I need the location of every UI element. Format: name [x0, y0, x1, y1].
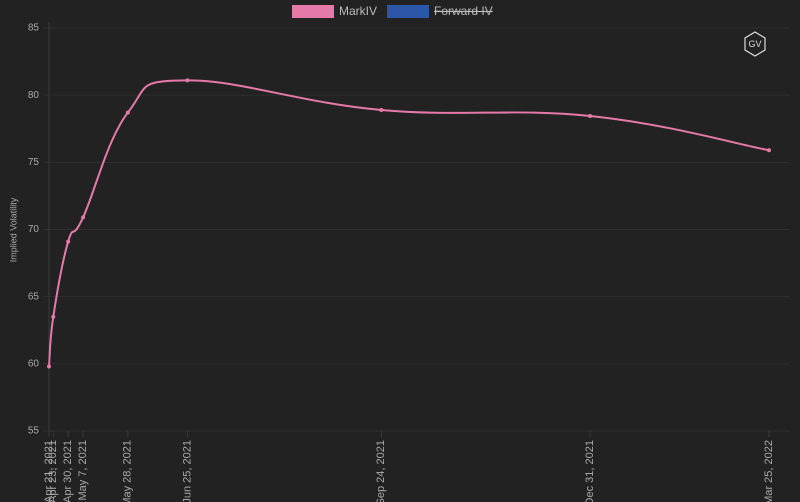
legend-item: MarkIV — [292, 4, 377, 18]
data-point — [767, 148, 771, 153]
data-point — [66, 239, 71, 244]
legend-item: Forward IV — [387, 4, 493, 18]
x-tick-label: Apr 23, 2021 — [47, 440, 59, 502]
data-point — [47, 364, 51, 369]
x-tick-label: May 28, 2021 — [122, 440, 134, 502]
y-tick-label: 80 — [28, 90, 40, 101]
data-point — [125, 110, 130, 115]
x-tick-label: Jun 25, 2021 — [181, 440, 193, 502]
logo: GV — [744, 31, 766, 57]
y-tick-label: 60 — [28, 358, 40, 369]
legend-swatch — [387, 5, 430, 18]
legend-label: MarkIV — [339, 4, 377, 18]
logo-text: GV — [748, 39, 761, 49]
y-tick-label: 75 — [28, 157, 40, 168]
y-tick-label: 70 — [28, 224, 40, 235]
x-tick-label: Sep 24, 2021 — [375, 440, 387, 502]
legend-label: Forward IV — [434, 4, 493, 18]
y-tick-label: 65 — [28, 291, 40, 302]
data-point — [185, 78, 190, 83]
y-axis-label: Implied Volatility — [8, 197, 18, 262]
x-tick-label: Apr 30, 2021 — [62, 440, 74, 502]
logo-hexagon — [744, 31, 766, 57]
data-point — [81, 215, 86, 220]
x-tick-label: Mar 25, 2022 — [763, 440, 775, 502]
data-point — [379, 107, 384, 112]
y-tick-label: 55 — [28, 426, 40, 437]
x-tick-label: May 7, 2021 — [77, 440, 89, 501]
legend-swatch — [292, 5, 334, 18]
data-point — [51, 314, 56, 319]
series-line — [48, 79, 770, 367]
y-tick-label: 85 — [28, 23, 40, 34]
x-tick-label: Dec 31, 2021 — [584, 440, 596, 502]
data-point — [588, 113, 593, 118]
x-tick-label: Apr 21, 2021 — [43, 440, 55, 502]
